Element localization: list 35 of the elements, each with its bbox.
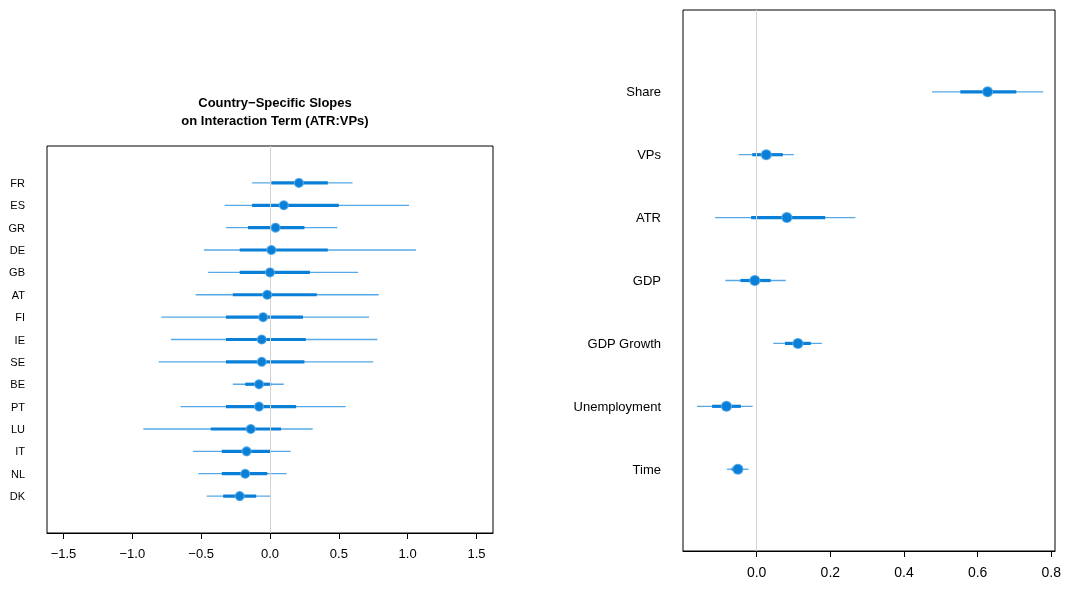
x-tick-label: 0.4 [894,564,914,580]
y-tick-label: DK [9,490,26,503]
y-tick-label: IE [14,333,25,346]
chart-title: Country−Specific Slopes on Interaction Term (ATR:VPs) [181,94,369,128]
y-tick-label: GDP Growth [587,335,661,351]
y-tick-label: GR [8,221,26,234]
y-tick-label: VPs [637,147,662,163]
y-tick-label: Share [626,84,661,100]
x-tick-label: −1.5 [50,546,77,561]
y-tick-label: FR [10,176,26,189]
x-tick-label: 1.5 [467,546,486,561]
y-tick-label: AT [11,288,26,301]
x-tick-label: −1.0 [119,546,146,561]
x-tick-label: 0.2 [820,564,841,580]
y-tick-label: Unemployment [573,398,662,414]
y-tick-label: SE [10,355,25,368]
y-tick-label: GB [9,266,25,279]
y-tick-label: Time [632,461,661,477]
x-tick-label: 0.5 [329,546,348,561]
x-tick-label: 0.0 [260,546,280,561]
y-tick-label: PT [10,400,26,413]
y-tick-label: LU [10,422,26,435]
y-tick-label: FI [15,311,25,324]
x-tick-label: 0.0 [746,564,767,580]
y-tick-label: ATR [635,210,661,226]
x-tick-label: 0.6 [967,564,988,580]
x-tick-label: −0.5 [188,546,215,561]
x-tick-label: 0.8 [1041,564,1062,580]
y-tick-label: NL [10,467,25,480]
y-tick-label: GDP [632,273,661,288]
y-tick-label: IT [15,445,26,458]
x-tick-label: 1.0 [398,546,417,561]
y-tick-label: ES [10,199,25,212]
y-tick-label: BE [10,378,25,391]
y-tick-label: DE [9,244,25,257]
